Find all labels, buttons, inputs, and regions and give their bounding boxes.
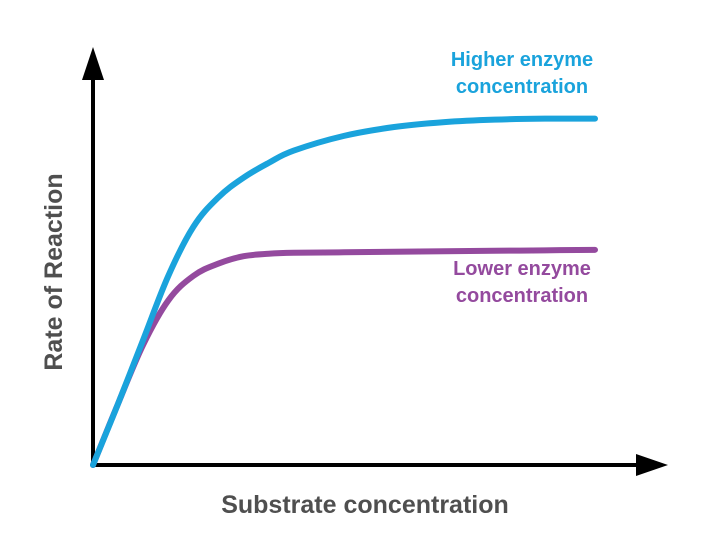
- series-label-lower-line-1: Lower enzyme: [453, 258, 591, 280]
- series-label-lower: Lower enzyme concentration: [453, 258, 591, 307]
- x-axis-label: Substrate concentration: [221, 491, 509, 519]
- y-axis-arrowhead: [82, 47, 104, 80]
- series-label-lower-line-2: concentration: [456, 285, 588, 307]
- y-axis-label: Rate of Reaction: [40, 173, 68, 370]
- series-line-higher-enzyme: [90, 115, 598, 468]
- x-axis-arrowhead: [636, 454, 668, 476]
- series-label-higher: Higher enzyme concentration: [451, 49, 593, 98]
- series-label-higher-line-2: concentration: [456, 76, 588, 98]
- series-layer: [90, 115, 598, 468]
- series-label-higher-line-1: Higher enzyme: [451, 49, 593, 71]
